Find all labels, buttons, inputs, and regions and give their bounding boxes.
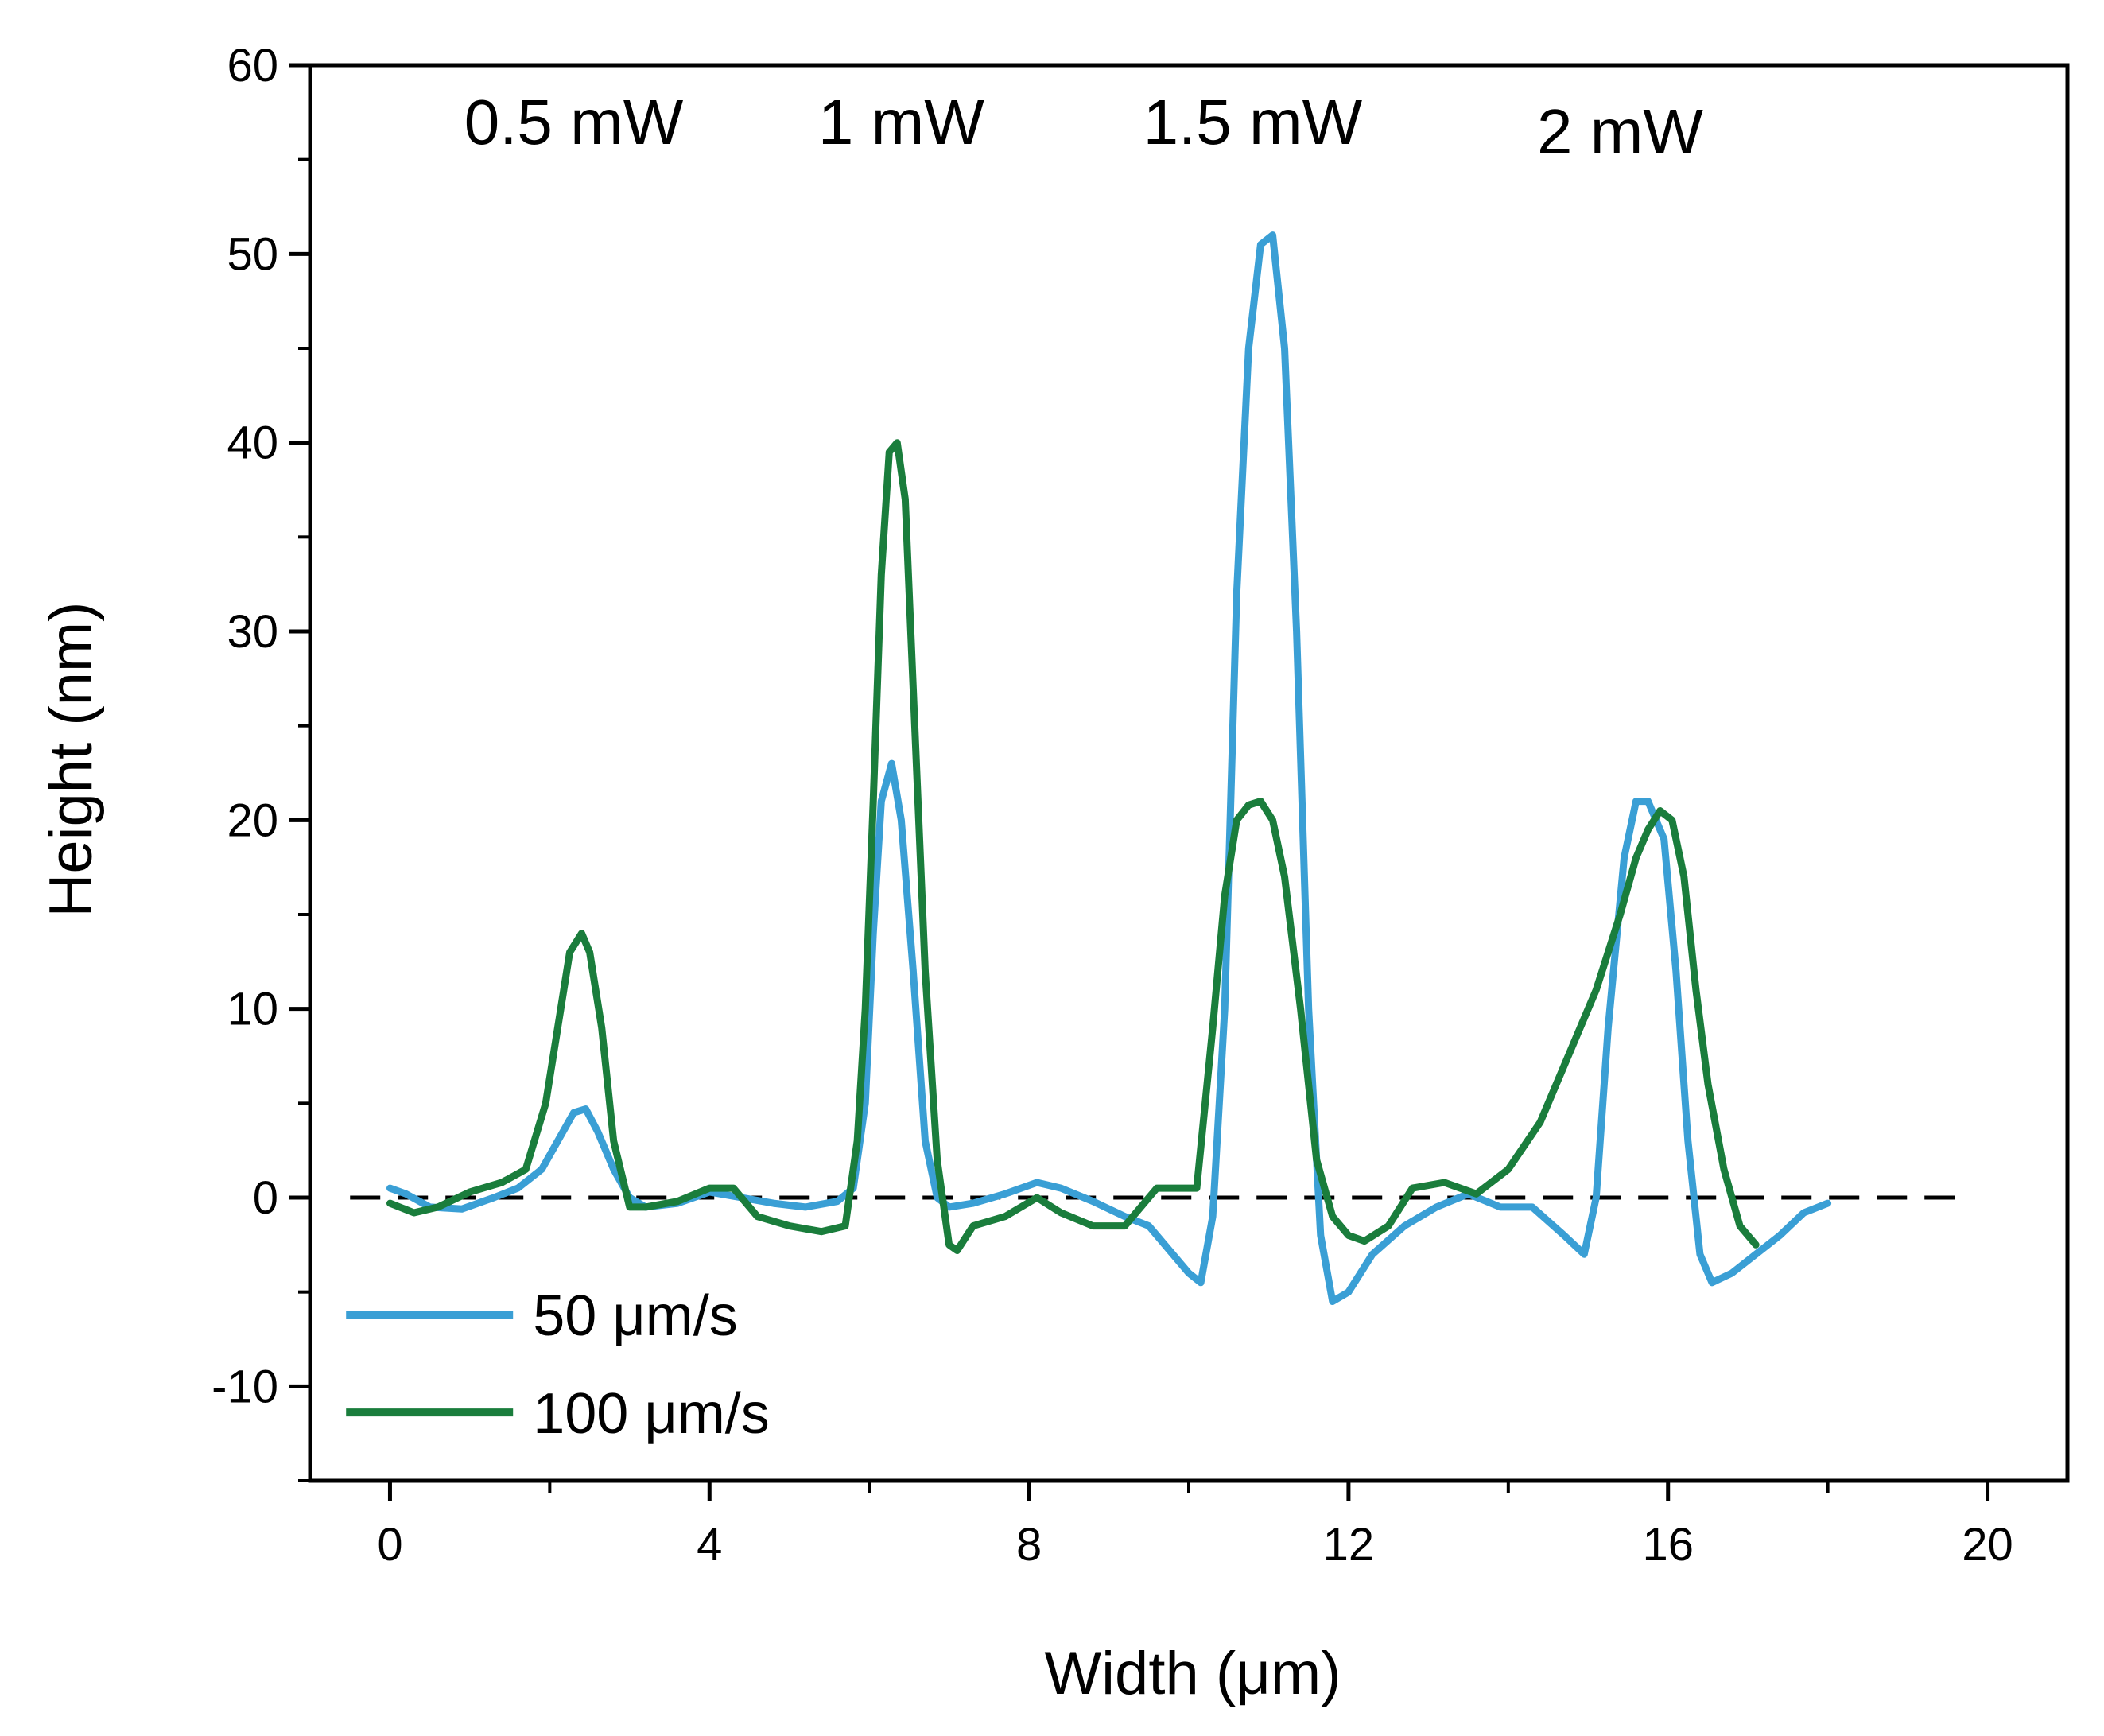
y-tick-label: 50 — [227, 228, 278, 280]
y-axis: -10 0 10 20 30 40 50 60 — [212, 40, 310, 1482]
x-tick-label: 12 — [1323, 1519, 1375, 1571]
power-label: 0.5 mW — [464, 87, 684, 157]
legend: 50 μm/s 100 μm/s — [346, 1284, 770, 1446]
y-tick-label: 40 — [227, 417, 278, 469]
x-tick-label: 16 — [1642, 1519, 1694, 1571]
x-axis-title: Width (μm) — [1044, 1640, 1341, 1707]
power-label: 1.5 mW — [1143, 87, 1363, 157]
legend-label: 50 μm/s — [533, 1284, 738, 1348]
y-tick-label: -10 — [212, 1361, 278, 1412]
power-annotations: 0.5 mW 1 mW 1.5 mW 2 mW — [464, 87, 1704, 167]
y-tick-label: 10 — [227, 984, 278, 1035]
power-label: 2 mW — [1537, 96, 1703, 167]
y-tick-label: 20 — [227, 794, 278, 846]
x-axis: 0 4 8 12 16 20 — [377, 1481, 2013, 1571]
series-line-100 — [386, 439, 1760, 1254]
legend-label: 100 μm/s — [533, 1382, 770, 1446]
power-label: 1 mW — [818, 87, 984, 157]
x-tick-label: 20 — [1962, 1519, 2013, 1571]
y-tick-label: 0 — [253, 1172, 278, 1224]
x-tick-label: 4 — [697, 1519, 722, 1571]
y-tick-label: 60 — [227, 40, 278, 91]
x-tick-label: 0 — [377, 1519, 402, 1571]
y-tick-label: 30 — [227, 606, 278, 658]
x-tick-label: 8 — [1016, 1519, 1042, 1571]
series-group — [386, 231, 1832, 1305]
y-axis-title: Height (nm) — [37, 602, 105, 918]
